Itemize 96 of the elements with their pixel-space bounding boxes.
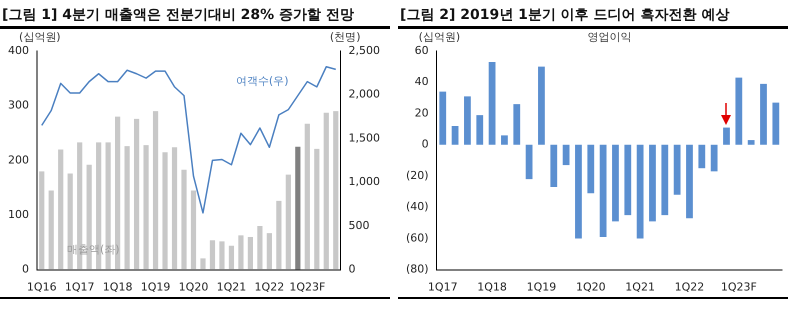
x-tick-label: 1Q23F — [289, 280, 326, 294]
bar — [636, 144, 644, 239]
y-tick-label: 400 — [8, 44, 29, 57]
bar — [513, 104, 520, 145]
bar — [162, 152, 168, 270]
y2-tick-label: 1,000 — [348, 175, 380, 188]
bar — [295, 146, 300, 270]
x-tick-label: 1Q21 — [625, 280, 655, 294]
bar — [257, 226, 262, 270]
x-tick-label: 1Q18 — [477, 280, 507, 294]
series-label: 여객수(우) — [236, 74, 289, 88]
bar — [538, 66, 545, 145]
bar — [58, 149, 64, 270]
bar — [439, 92, 446, 145]
bar — [124, 146, 130, 270]
bar — [314, 148, 320, 270]
bar — [612, 144, 619, 222]
y-tick-label: (40) — [406, 200, 429, 214]
bar — [760, 84, 767, 145]
bar — [39, 171, 44, 270]
bar — [48, 190, 54, 270]
bar — [686, 144, 693, 218]
y2-tick-label: 0 — [348, 262, 356, 276]
y2-tick-label: 1,500 — [348, 131, 380, 144]
y-tick-label: 40 — [414, 75, 429, 88]
bar — [238, 235, 244, 270]
series-label: 매출액(좌) — [66, 243, 120, 256]
bar — [276, 200, 282, 270]
y-tick-label: (20) — [406, 168, 429, 182]
x-tick-label: 1Q23F — [720, 280, 757, 294]
bar — [476, 115, 484, 145]
x-tick-label: 1Q22 — [254, 280, 284, 294]
bar — [698, 144, 706, 168]
y-tick-label: 100 — [8, 208, 29, 221]
bar — [181, 170, 187, 270]
bar — [134, 118, 140, 270]
x-tick-label: 1Q20 — [178, 280, 208, 294]
bar — [210, 240, 216, 270]
bar — [219, 241, 225, 270]
bar — [587, 144, 594, 194]
bar — [190, 190, 196, 270]
text: 영업이익 — [587, 30, 632, 44]
bar — [501, 135, 508, 145]
x-tick-label: 1Q22 — [674, 280, 704, 294]
bar — [526, 144, 532, 180]
bar — [624, 144, 632, 216]
bar — [735, 78, 742, 145]
bar — [266, 233, 272, 270]
y2-tick-label: 2,000 — [348, 88, 380, 101]
y-tick-label: 300 — [8, 98, 29, 112]
y-tick-label: (80) — [406, 262, 429, 276]
bar — [286, 174, 291, 270]
bar — [452, 126, 458, 145]
bar — [661, 144, 668, 216]
bar — [143, 145, 149, 270]
bar — [304, 124, 310, 270]
bar — [152, 111, 158, 270]
bar — [674, 144, 681, 195]
bar — [550, 144, 558, 187]
bar — [723, 128, 730, 145]
y-tick-label: 20 — [414, 106, 429, 120]
y-tick-label: 200 — [8, 153, 29, 166]
bar — [575, 144, 582, 239]
bar — [464, 96, 471, 145]
x-tick-label: 1Q17 — [428, 280, 458, 294]
bar — [748, 140, 755, 145]
y-axis-title: (십억원) — [18, 30, 61, 44]
bar — [600, 144, 607, 237]
bar — [228, 246, 234, 270]
y-tick-label: 60 — [414, 44, 429, 57]
bar — [649, 144, 656, 222]
y-tick-label: 0 — [422, 138, 429, 151]
x-tick-label: 1Q21 — [216, 280, 246, 294]
y2-axis-title: (천명) — [330, 30, 361, 44]
chart-title: [그림 1] 4분기 매출액은 전분기대비 28% 증가할 전망 — [1, 6, 355, 25]
chart-title: [그림 2] 2019년 1분기 이후 드디어 흑자전환 예상 — [399, 6, 730, 25]
bar — [248, 236, 254, 270]
bar — [200, 258, 206, 270]
x-tick-label: 1Q16 — [26, 280, 57, 294]
bar — [333, 111, 338, 270]
y-tick-label: (60) — [406, 231, 429, 244]
bar — [324, 112, 329, 270]
x-tick-label: 1Q19 — [140, 280, 170, 294]
x-tick-label: 1Q20 — [576, 280, 606, 294]
y2-tick-label: 500 — [348, 218, 370, 232]
bar — [172, 147, 178, 270]
bar — [562, 144, 570, 166]
bar — [710, 144, 718, 172]
x-tick-label: 1Q19 — [526, 280, 556, 294]
bar — [488, 62, 496, 145]
y-axis-title: (십억원) — [418, 30, 460, 44]
y2-tick-label: 2,500 — [348, 44, 380, 57]
bar — [772, 102, 780, 145]
x-tick-label: 1Q17 — [64, 280, 95, 294]
y-tick-label: 0 — [22, 262, 29, 276]
x-tick-label: 1Q18 — [102, 280, 132, 294]
